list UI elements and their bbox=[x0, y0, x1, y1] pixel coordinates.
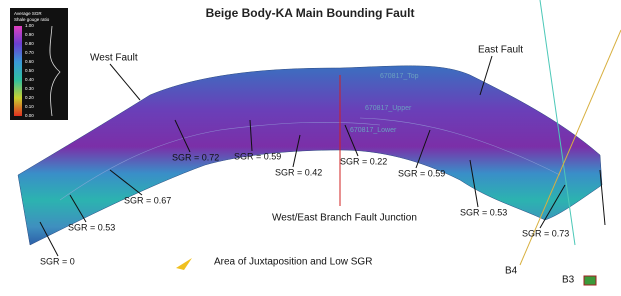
page: {"title": "Beige Body-KA Main Bounding F… bbox=[0, 0, 621, 296]
colorbar-tick-label: 0.90 bbox=[25, 32, 34, 37]
sgr-label: SGR = 0.73 bbox=[522, 228, 569, 238]
sgr-label: SGR = 0 bbox=[40, 256, 75, 266]
colorbar-subtitle: Shale gouge ratio bbox=[14, 17, 50, 22]
colorbar-tick-label: 0.70 bbox=[25, 50, 34, 55]
colorbar-tick-label: 0.50 bbox=[25, 68, 34, 73]
colorbar-tick-label: 0.00 bbox=[25, 113, 34, 118]
legend-text: Area of Juxtaposition and Low SGR bbox=[214, 257, 372, 268]
horizon-label: 670817_Lower bbox=[350, 127, 397, 134]
sgr-label: SGR = 0.59 bbox=[234, 151, 281, 161]
colorbar-tick-label: 0.40 bbox=[25, 77, 34, 82]
sgr-label: SGR = 0.72 bbox=[172, 152, 219, 162]
well-label: B4 bbox=[505, 266, 518, 277]
colorbar-tick-label: 0.20 bbox=[25, 95, 34, 100]
colorbar-tick-label: 0.60 bbox=[25, 59, 34, 64]
sgr-label: SGR = 0.22 bbox=[340, 156, 387, 166]
junction-label: West/East Branch Fault Junction bbox=[272, 213, 417, 224]
fault-label: East Fault bbox=[478, 45, 523, 56]
colorbar-tick-label: 0.10 bbox=[25, 104, 34, 109]
fault-label: West Fault bbox=[90, 53, 138, 64]
horizon-label: 670817_Upper bbox=[365, 105, 412, 112]
colorbar-title: Average SGR bbox=[14, 11, 42, 16]
sgr-label: SGR = 0.42 bbox=[275, 167, 322, 177]
well-icon bbox=[584, 276, 596, 285]
sgr-label: SGR = 0.53 bbox=[68, 222, 115, 232]
well-label: B3 bbox=[562, 275, 575, 286]
sgr-label: SGR = 0.67 bbox=[124, 195, 171, 205]
title: Beige Body-KA Main Bounding Fault bbox=[206, 6, 415, 20]
colorbar-tick-label: 1.00 bbox=[25, 23, 34, 28]
diagram: Beige Body-KA Main Bounding Fault Averag… bbox=[0, 0, 621, 296]
sgr-label: SGR = 0.53 bbox=[460, 207, 507, 217]
sgr-label: SGR = 0.59 bbox=[398, 168, 445, 178]
colorbar-tick-label: 0.30 bbox=[25, 86, 34, 91]
colorbar bbox=[14, 26, 22, 116]
colorbar-tick-label: 0.80 bbox=[25, 41, 34, 46]
horizon-label: 670817_Top bbox=[380, 73, 419, 80]
